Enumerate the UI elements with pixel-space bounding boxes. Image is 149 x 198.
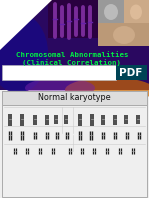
Text: Chromosomal Abnormalities: Chromosomal Abnormalities: [16, 52, 128, 58]
FancyBboxPatch shape: [2, 65, 116, 80]
Ellipse shape: [25, 78, 95, 98]
Text: PDF: PDF: [119, 68, 143, 77]
Polygon shape: [0, 0, 52, 50]
Ellipse shape: [0, 13, 48, 93]
Ellipse shape: [130, 5, 142, 19]
FancyBboxPatch shape: [124, 0, 149, 23]
FancyBboxPatch shape: [0, 0, 149, 93]
FancyBboxPatch shape: [0, 90, 149, 198]
FancyBboxPatch shape: [48, 0, 98, 38]
Ellipse shape: [65, 77, 149, 103]
Text: (Clinical Correlation): (Clinical Correlation): [22, 60, 121, 67]
Text: Normal karyotype: Normal karyotype: [38, 93, 111, 103]
Ellipse shape: [104, 4, 118, 20]
Ellipse shape: [113, 26, 135, 44]
FancyBboxPatch shape: [98, 0, 124, 23]
FancyBboxPatch shape: [98, 23, 149, 46]
FancyBboxPatch shape: [116, 65, 147, 80]
FancyBboxPatch shape: [2, 91, 147, 105]
